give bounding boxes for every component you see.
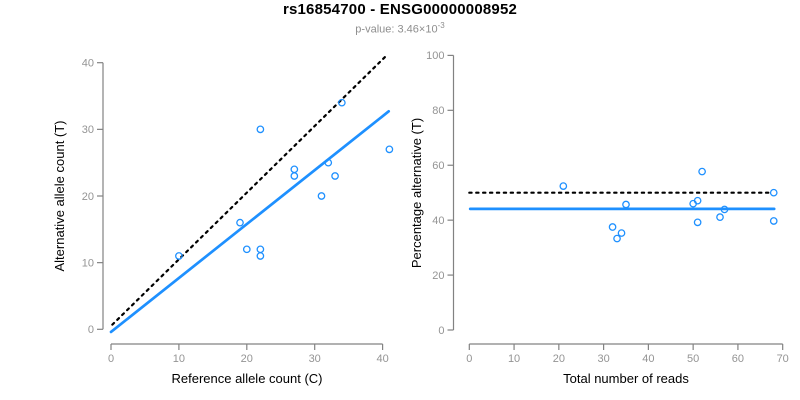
right-x-axis-title: Total number of reads [563, 371, 689, 386]
right-y-tick-label: 0 [438, 325, 444, 337]
right-x-tick-label: 50 [687, 353, 699, 365]
right-x-tick-label: 20 [553, 353, 565, 365]
right-x-tick-label: 70 [777, 353, 789, 365]
data-point [317, 192, 326, 200]
left-x-tick-label: 0 [108, 353, 114, 365]
data-point [290, 165, 299, 174]
data-point [331, 172, 339, 180]
right-y-tick-label: 80 [432, 105, 444, 117]
data-point [698, 167, 706, 176]
left-y-tick-label: 0 [88, 324, 94, 336]
left-y-tick-label: 40 [82, 58, 94, 70]
data-point [236, 218, 244, 227]
right-y-tick-label: 100 [426, 50, 444, 62]
data-point [256, 252, 265, 260]
pvalue-text: p-value: 3.46×10 [355, 23, 438, 36]
plot-panels: 0 10 20 30 40 0 10 20 30 40 0 20 40 60 80 100 0 10 20 30 40 5… [82, 50, 789, 365]
left-x-tick-label: 30 [309, 353, 321, 365]
figure-title: rs16854700 - ENSG00000008952 [282, 1, 518, 18]
data-point [613, 234, 621, 243]
right-y-axis-title: Percentage alternative (T) [409, 118, 424, 268]
left-y-tick-label: 10 [82, 257, 94, 269]
pvalue-exponent: -3 [437, 21, 445, 30]
data-point [693, 218, 702, 227]
data-point [720, 205, 729, 214]
left-x-tick-label: 40 [376, 353, 388, 365]
data-point [242, 245, 251, 254]
right-y-tick-label: 60 [432, 160, 444, 172]
data-point [324, 158, 333, 167]
data-point [338, 98, 346, 107]
left-x-tick-label: 10 [173, 353, 185, 365]
data-point [256, 125, 265, 134]
data-point [256, 245, 265, 254]
fit-line [109, 110, 391, 334]
left-y-tick-label: 30 [82, 124, 94, 136]
data-point [608, 223, 617, 231]
left-y-tick-label: 20 [82, 191, 94, 203]
data-point [617, 229, 626, 237]
data-point [290, 172, 299, 180]
data-point [622, 200, 630, 209]
right-x-tick-label: 30 [597, 353, 609, 365]
data-point [175, 252, 183, 260]
data-point [559, 182, 568, 190]
left-y-axis-title: Alternative allele count (T) [52, 120, 67, 271]
identity-line [111, 52, 390, 326]
data-point [385, 145, 394, 154]
right-x-tick-label: 0 [466, 353, 472, 365]
right-y-tick-label: 20 [432, 270, 444, 282]
data-point [693, 196, 702, 205]
data-point [716, 213, 724, 221]
data-point [769, 217, 778, 225]
right-y-tick-label: 40 [432, 215, 444, 227]
data-point [769, 188, 778, 197]
right-x-tick-label: 10 [508, 353, 520, 365]
pvalue-subtitle: p-value: 3.46×10-3 [0, 21, 800, 36]
right-x-tick-label: 60 [732, 353, 744, 365]
left-x-axis-title: Reference allele count (C) [171, 371, 322, 386]
right-x-tick-label: 40 [642, 353, 654, 365]
left-x-tick-label: 20 [241, 353, 253, 365]
